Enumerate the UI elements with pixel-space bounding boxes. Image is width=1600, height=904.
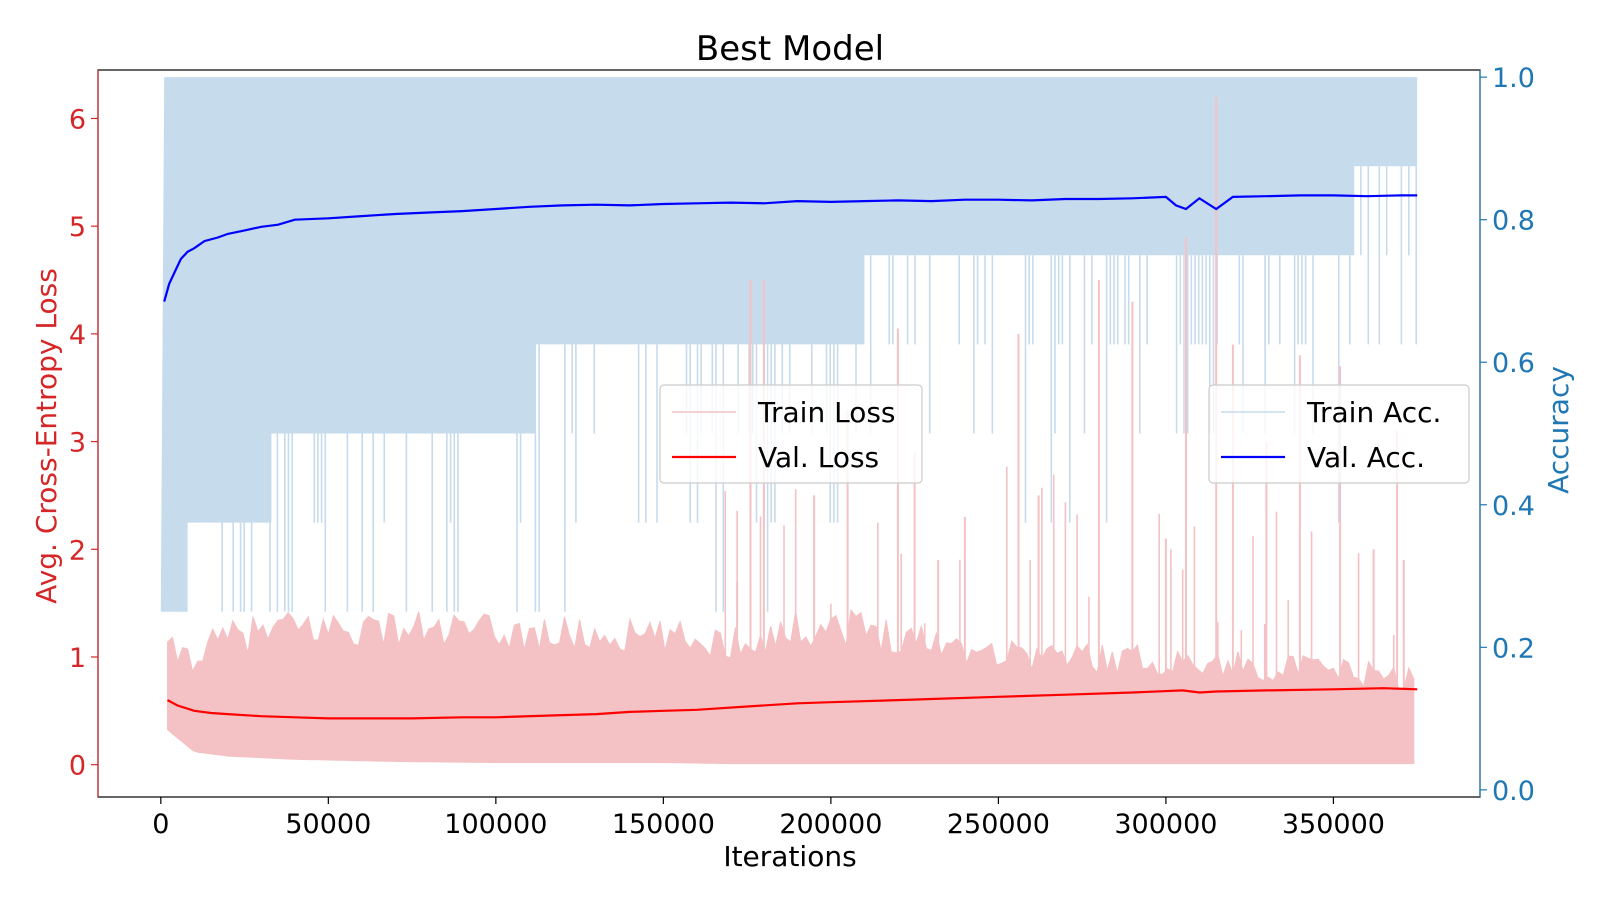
y-right-tick-label: 0.2 <box>1492 633 1535 664</box>
legend-val-loss-label: Val. Loss <box>758 441 879 474</box>
legend-val-acc-label: Val. Acc. <box>1307 441 1425 474</box>
axes: 0 50000 100000 150000 200000 250000 300000 3500… <box>69 63 1535 840</box>
val-loss-polyline <box>166 687 1418 720</box>
train-loss-area <box>167 608 1415 765</box>
legend-box <box>1208 384 1470 484</box>
x-tick-label: 350000 <box>1282 809 1385 840</box>
x-tick-label: 0 <box>152 809 169 840</box>
y-left-tick-label: 2 <box>69 535 86 566</box>
x-tick-label: 100000 <box>444 809 547 840</box>
x-tick-label: 300000 <box>1114 809 1217 840</box>
x-axis-label: Iterations <box>723 840 856 873</box>
chart-title: Best Model <box>696 29 884 69</box>
y-left-tick-label: 5 <box>69 212 86 243</box>
y-left-tick-label: 3 <box>69 428 86 459</box>
y-right-tick-label: 1.0 <box>1492 63 1535 94</box>
y-right-tick-label: 0.6 <box>1492 348 1535 379</box>
x-tick-label: 50000 <box>285 809 371 840</box>
y-left-tick-label: 1 <box>69 643 86 674</box>
y-right-tick-label: 0.4 <box>1492 491 1535 522</box>
legend-train-acc-label: Train Acc. <box>1306 396 1441 429</box>
legend-train-loss-label: Train Loss <box>757 396 896 429</box>
legends: Train Loss Val. Loss Train Acc. Val. Acc. <box>659 384 1470 484</box>
train-acc-band <box>160 77 1418 612</box>
y-right-tick-label: 0.8 <box>1492 206 1535 237</box>
x-tick-label: 250000 <box>947 809 1050 840</box>
val-acc-polyline <box>163 194 1418 302</box>
y-axis-left-label: Avg. Cross-Entropy Loss <box>30 268 63 604</box>
y-axis-right-label: Accuracy <box>1542 366 1575 494</box>
legend-box <box>659 384 923 484</box>
y-left-tick-label: 4 <box>69 320 86 351</box>
x-tick-label: 150000 <box>612 809 715 840</box>
x-tick-label: 200000 <box>779 809 882 840</box>
val-acc-line <box>163 194 1418 302</box>
y-left-tick-label: 0 <box>69 751 86 782</box>
val-loss-line <box>166 687 1418 720</box>
y-left-tick-label: 6 <box>69 104 86 135</box>
y-right-tick-label: 0.0 <box>1492 776 1535 807</box>
